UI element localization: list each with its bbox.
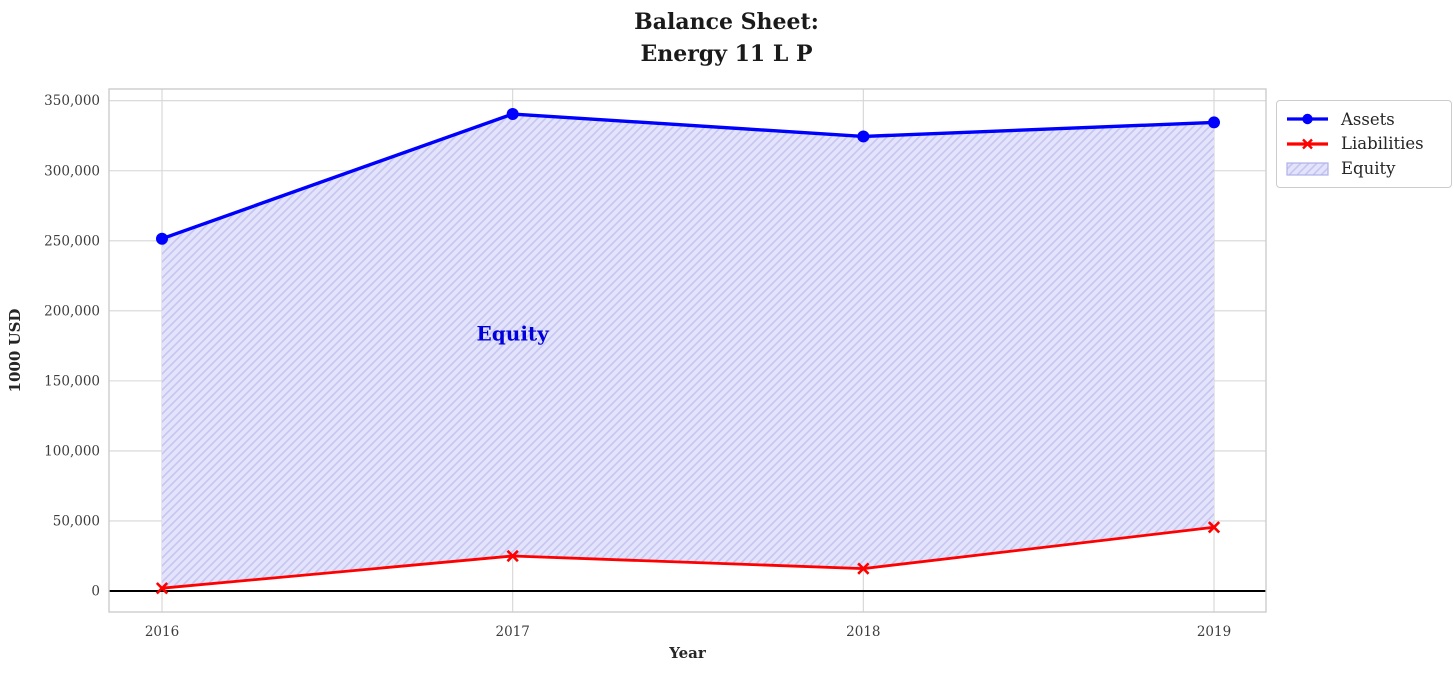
y-tick-label: 0 <box>91 584 100 600</box>
liabilities-marker <box>857 562 870 575</box>
liabilities-marker <box>506 549 519 563</box>
x-tick-label: 2018 <box>846 624 880 640</box>
legend-label-liabilities: Liabilities <box>1341 134 1424 154</box>
legend-label-equity: Equity <box>1341 159 1396 179</box>
plot-border <box>108 88 1267 613</box>
liabilities-line-swatch-icon <box>1287 138 1328 150</box>
y-tick-label: 250,000 <box>44 233 100 249</box>
liabilities-line <box>161 525 1215 590</box>
y-tick-label: 200,000 <box>44 303 100 319</box>
assets-marker <box>857 130 870 143</box>
chart-title-line1: Balance Sheet: <box>634 9 819 35</box>
y-tick-label: 300,000 <box>44 163 100 179</box>
x-tick-label: 2016 <box>145 624 179 640</box>
x-tick-label: 2019 <box>1197 624 1231 640</box>
equity-area <box>162 114 1215 589</box>
x-axis-label: Year <box>668 644 707 662</box>
legend-label-assets: Assets <box>1341 109 1395 129</box>
assets-line <box>161 112 1215 241</box>
y-axis-label: 1000 USD <box>6 309 24 393</box>
liabilities-marker <box>155 582 169 595</box>
x-tick-label: 2017 <box>495 624 529 640</box>
equity-hatch-swatch-icon <box>1286 162 1329 176</box>
y-tick-label: 100,000 <box>44 443 100 459</box>
legend-item-liabilities: Liabilities <box>1286 134 1442 153</box>
equity-annotation: Equity <box>477 321 551 345</box>
assets-line-swatch-icon <box>1287 114 1328 125</box>
y-tick-label: 150,000 <box>44 373 100 389</box>
liabilities-marker <box>1207 521 1221 534</box>
y-tick-label: 350,000 <box>44 93 100 109</box>
legend-item-equity: Equity <box>1286 159 1442 178</box>
legend-item-assets: Assets <box>1286 110 1442 129</box>
chart-title: Balance Sheet: Energy 11 L P <box>0 6 1453 70</box>
chart-title-line2: Energy 11 L P <box>640 41 813 67</box>
assets-marker <box>156 232 168 245</box>
assets-marker <box>506 108 519 121</box>
y-tick-label: 50,000 <box>53 513 100 529</box>
assets-marker <box>1208 116 1221 129</box>
legend: Assets Liabilities Equity <box>1276 100 1452 188</box>
